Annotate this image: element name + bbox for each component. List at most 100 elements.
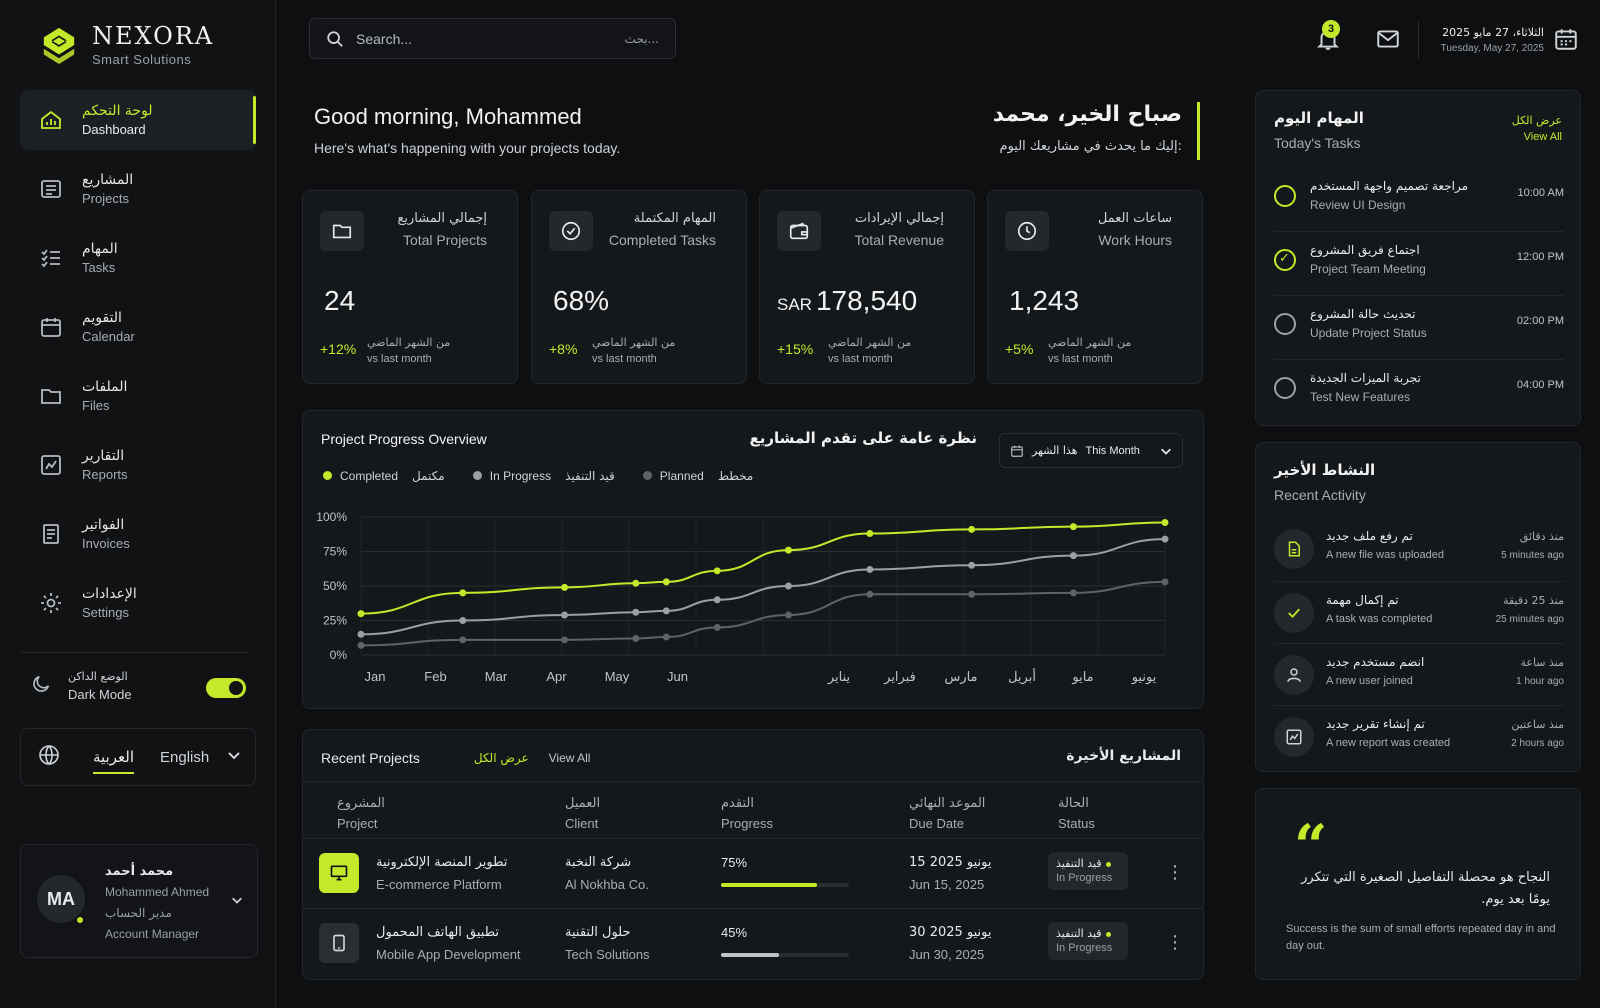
profile-name: Mohammed Ahmed bbox=[105, 885, 210, 899]
check-icon bbox=[1274, 593, 1314, 633]
greeting-title-ar: صباح الخير، محمد bbox=[992, 102, 1182, 127]
brand-tagline: Smart Solutions bbox=[92, 52, 192, 67]
profile-role: Account Manager bbox=[105, 927, 200, 941]
legend-dot bbox=[472, 471, 482, 480]
chevron-down-icon[interactable] bbox=[227, 748, 241, 767]
sidebar-item-label-ar: التقارير bbox=[82, 448, 125, 464]
todays-tasks-panel: المهام اليوم Today's Tasks عرض الكل View … bbox=[1255, 90, 1581, 426]
task-item[interactable]: تحديث حالة المشروع Update Project Status … bbox=[1274, 299, 1564, 363]
activity-item[interactable]: تم إكمال مهمة A task was completed منذ 25… bbox=[1274, 583, 1564, 645]
project-name: E-commerce Platform bbox=[376, 877, 502, 892]
data-point bbox=[713, 623, 721, 631]
task-title-ar: اجتماع فريق المشروع bbox=[1310, 243, 1420, 257]
search-input[interactable] bbox=[356, 30, 625, 47]
monitor-icon bbox=[319, 853, 359, 893]
project-name-ar: تطوير المنصة الإلكترونية bbox=[376, 855, 508, 870]
quote-card: “ النجاح هو محصلة التفاصيل الصغيرة التي … bbox=[1255, 788, 1581, 980]
data-point bbox=[561, 636, 569, 644]
stat-number: 178,540 bbox=[815, 285, 918, 316]
projects-view-all-ar[interactable]: عرض الكل bbox=[473, 751, 529, 765]
dark-mode-toggle[interactable] bbox=[206, 678, 246, 698]
task-checkbox[interactable] bbox=[1274, 185, 1296, 207]
search-placeholder-ar: بحث... bbox=[624, 31, 659, 46]
profile-name-ar: محمد أحمد bbox=[105, 864, 174, 879]
progress-bar-fill bbox=[721, 883, 817, 887]
stat-card-work-hours[interactable]: ساعات العمل Work Hours 1,243 +5% من الشهر… bbox=[987, 190, 1203, 384]
legend-planned[interactable]: Planned مخطط bbox=[642, 469, 753, 483]
sidebar-item-settings[interactable]: الإعدادات Settings bbox=[20, 573, 256, 633]
clock-icon bbox=[1005, 211, 1049, 251]
brand-logo[interactable]: NEXORA Smart Solutions bbox=[40, 22, 214, 67]
user-profile-card[interactable]: MA محمد أحمد Mohammed Ahmed مدير الحساب … bbox=[20, 844, 258, 958]
mail-icon[interactable] bbox=[1375, 26, 1401, 52]
sidebar-item-calendar[interactable]: التقويم Calendar bbox=[20, 297, 256, 357]
stat-change: +8% bbox=[549, 341, 578, 357]
task-checkbox-checked[interactable] bbox=[1274, 249, 1296, 271]
data-point bbox=[561, 611, 569, 619]
progress-line-chart: 0% 25% 50% 75% 100% Jan Feb Mar Apr May Jun يناير فب… bbox=[316, 510, 1169, 685]
task-checkbox[interactable] bbox=[1274, 377, 1296, 399]
x-tick-label: Mar bbox=[485, 669, 508, 684]
stat-card-completed-tasks[interactable]: المهام المكتملة Completed Tasks 68% +8% م… bbox=[531, 190, 747, 384]
task-item[interactable]: مراجعة تصميم واجهة المستخدم Review UI Des… bbox=[1274, 171, 1564, 235]
data-point bbox=[866, 565, 874, 573]
data-point bbox=[357, 641, 365, 649]
sidebar-item-tasks[interactable]: المهام Tasks bbox=[20, 228, 256, 288]
project-name-ar: تطبيق الهاتف المحمول bbox=[376, 925, 499, 940]
column-label-ar: التقدم bbox=[721, 796, 754, 811]
legend-label: Completed bbox=[340, 469, 399, 483]
recent-projects-panel: Recent Projects عرض الكل View All المشار… bbox=[302, 729, 1204, 980]
stat-card-total-revenue[interactable]: إجمالي الإيرادات Total Revenue SAR 178,540… bbox=[759, 190, 975, 384]
more-options-icon[interactable]: ⋮ bbox=[1166, 932, 1184, 952]
more-options-icon[interactable]: ⋮ bbox=[1166, 862, 1184, 882]
tasks-view-all[interactable]: عرض الكل View All bbox=[1512, 113, 1562, 145]
projects-view-all[interactable]: View All bbox=[548, 751, 591, 765]
calendar-icon[interactable] bbox=[1553, 26, 1579, 52]
legend-completed[interactable]: Completed مكتمل bbox=[323, 469, 445, 483]
stat-title-ar: ساعات العمل bbox=[1097, 211, 1172, 226]
task-item[interactable]: تجربة الميزات الجديدة Test New Features 0… bbox=[1274, 363, 1564, 427]
task-divider bbox=[1274, 295, 1564, 296]
task-time: 10:00 AM bbox=[1517, 187, 1564, 199]
language-option-arabic[interactable]: العربية bbox=[93, 748, 134, 774]
period-label: This Month bbox=[1085, 444, 1140, 457]
task-time: 04:00 PM bbox=[1516, 379, 1564, 391]
status-label: In Progress bbox=[1056, 942, 1113, 954]
series-line-completed bbox=[360, 521, 1166, 615]
sidebar-item-label: Settings bbox=[82, 605, 129, 620]
column-label: Client bbox=[565, 816, 599, 831]
activity-item[interactable]: تم إنشاء تقرير جديد A new report was crea… bbox=[1274, 707, 1564, 769]
sidebar-item-reports[interactable]: التقارير Reports bbox=[20, 435, 256, 495]
status-badge: قيد التنفيذ In Progress bbox=[1048, 852, 1128, 890]
sidebar-item-dashboard[interactable]: لوحة التحكم Dashboard bbox=[20, 90, 256, 150]
language-switcher: العربية English bbox=[20, 728, 256, 786]
task-title: Update Project Status bbox=[1310, 326, 1427, 340]
stat-card-total-projects[interactable]: إجمالي المشاريع Total Projects 24 +12% من… bbox=[302, 190, 518, 384]
chevron-down-icon[interactable] bbox=[231, 893, 243, 911]
chevron-down-icon bbox=[1160, 445, 1172, 457]
quote-text: Success is the sum of small efforts repe… bbox=[1286, 923, 1556, 952]
sidebar-item-label: Invoices bbox=[82, 536, 130, 551]
activity-text-ar: تم رفع ملف جديد bbox=[1326, 529, 1413, 543]
sidebar-item-invoices[interactable]: الفواتير Invoices bbox=[20, 504, 256, 564]
legend-in-progress[interactable]: In Progress قيد التنفيذ bbox=[472, 469, 615, 483]
gear-icon bbox=[38, 590, 64, 616]
sidebar-item-label-ar: التقويم bbox=[82, 310, 122, 326]
sidebar-item-files[interactable]: الملفات Files bbox=[20, 366, 256, 426]
x-tick-label-ar: مايو bbox=[1071, 670, 1093, 685]
activity-time-ar: منذ ساعتين bbox=[1511, 718, 1564, 731]
data-point bbox=[866, 590, 874, 598]
progress-value: 75% bbox=[721, 855, 748, 870]
sidebar-item-projects[interactable]: المشاريع Projects bbox=[20, 159, 256, 219]
activity-item[interactable]: انضم مستخدم جديد A new user joined منذ سا… bbox=[1274, 645, 1564, 707]
activity-divider bbox=[1274, 705, 1564, 706]
period-select[interactable]: هذا الشهر This Month bbox=[999, 433, 1183, 468]
task-checkbox[interactable] bbox=[1274, 313, 1296, 335]
reports-icon bbox=[38, 452, 64, 478]
moon-icon bbox=[30, 673, 52, 700]
language-option-english[interactable]: English bbox=[160, 748, 210, 766]
legend-label: Planned bbox=[659, 469, 704, 483]
activity-item[interactable]: تم رفع ملف جديد A new file was uploaded م… bbox=[1274, 519, 1564, 581]
sidebar-item-label-ar: المشاريع bbox=[82, 172, 134, 188]
